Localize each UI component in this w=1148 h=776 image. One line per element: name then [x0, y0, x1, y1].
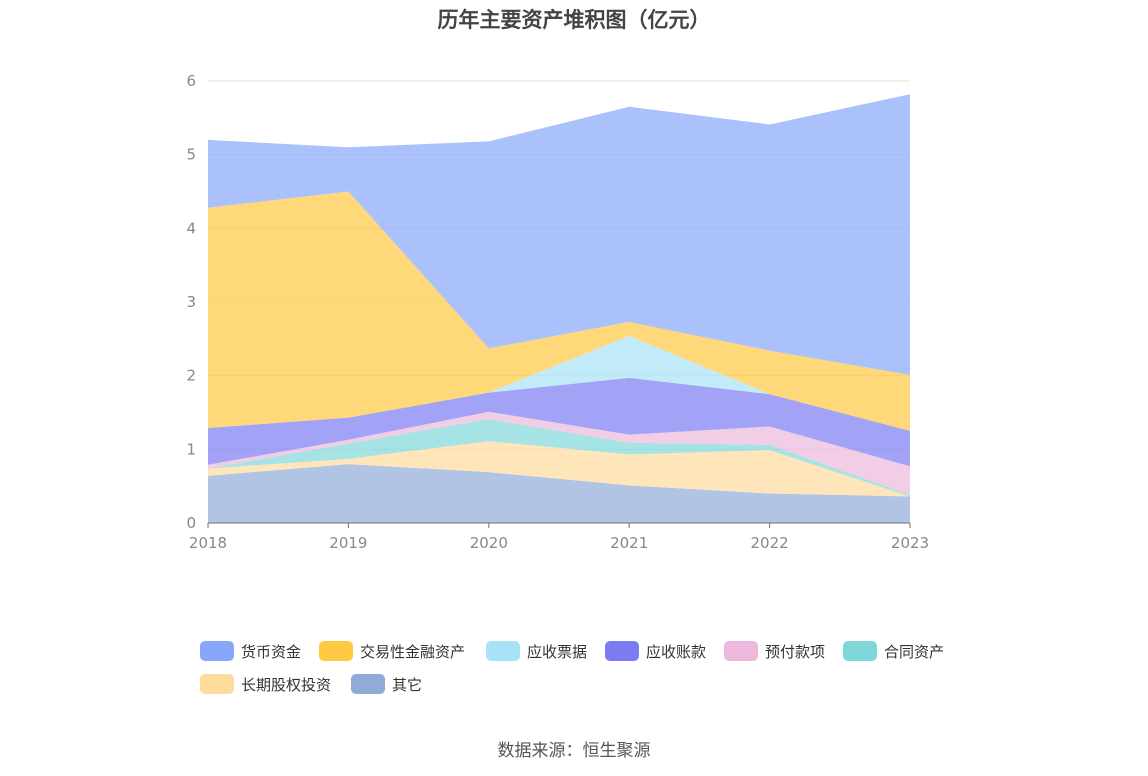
x-tick-label: 2020: [470, 534, 508, 552]
x-tick-label: 2021: [610, 534, 648, 552]
legend-label: 交易性金融资产: [360, 642, 466, 661]
area-series-3: [208, 411, 910, 496]
legend-swatch: [605, 641, 639, 661]
area-series-4: [208, 377, 910, 467]
legend-item-other[interactable]: 其它: [351, 673, 422, 695]
legend-label: 其它: [392, 675, 423, 694]
legend-label: 应收账款: [646, 642, 707, 661]
legend-item-notes-receivable[interactable]: 应收票据: [486, 640, 587, 662]
legend-swatch: [843, 641, 877, 661]
legend-label: 长期股权投资: [241, 675, 332, 694]
area-series-1: [208, 441, 910, 497]
x-tick-label: 2019: [329, 534, 367, 552]
legend-swatch: [200, 674, 234, 694]
y-tick-label: 5: [186, 146, 196, 164]
area-series-0: [208, 464, 910, 523]
x-tick-label: 2023: [891, 534, 929, 552]
legend-label: 预付款项: [765, 642, 826, 661]
area-layer: [208, 94, 910, 523]
y-tick-label: 3: [186, 293, 196, 311]
chart-title: 历年主要资产堆积图（亿元）: [437, 8, 711, 32]
data-source-note: 数据来源：恒生聚源: [497, 741, 651, 761]
y-tick-label: 0: [186, 514, 196, 532]
area-series-7: [208, 94, 910, 375]
x-tick-label: 2022: [751, 534, 789, 552]
legend-swatch: [486, 641, 520, 661]
legend-swatch: [319, 641, 353, 661]
legend-item-cash[interactable]: 货币资金: [200, 640, 301, 662]
legend-label: 应收票据: [527, 642, 588, 661]
legend-swatch: [351, 674, 385, 694]
legend-label: 合同资产: [884, 642, 945, 661]
legend-item-contract-assets[interactable]: 合同资产: [843, 640, 944, 662]
area-series-2: [208, 419, 910, 497]
legend-item-trading-financial-assets[interactable]: 交易性金融资产: [319, 640, 465, 662]
x-tick-label: 2018: [189, 534, 227, 552]
legend-swatch: [200, 641, 234, 661]
area-series-5: [208, 335, 910, 431]
legend-swatch: [724, 641, 758, 661]
area-series-6: [208, 191, 910, 431]
axes: 0 1 2 3 4 5 6 2018 2019 2020 2021 2022 2023: [186, 72, 929, 552]
y-tick-label: 4: [186, 219, 196, 237]
y-tick-label: 6: [186, 72, 196, 90]
legend-item-long-term-equity-investment[interactable]: 长期股权投资: [200, 673, 331, 695]
legend-item-prepayments[interactable]: 预付款项: [724, 640, 825, 662]
legend-item-accounts-receivable[interactable]: 应收账款: [605, 640, 706, 662]
legend-label: 货币资金: [241, 642, 302, 661]
y-tick-label: 2: [186, 367, 196, 385]
y-tick-label: 1: [186, 440, 196, 458]
